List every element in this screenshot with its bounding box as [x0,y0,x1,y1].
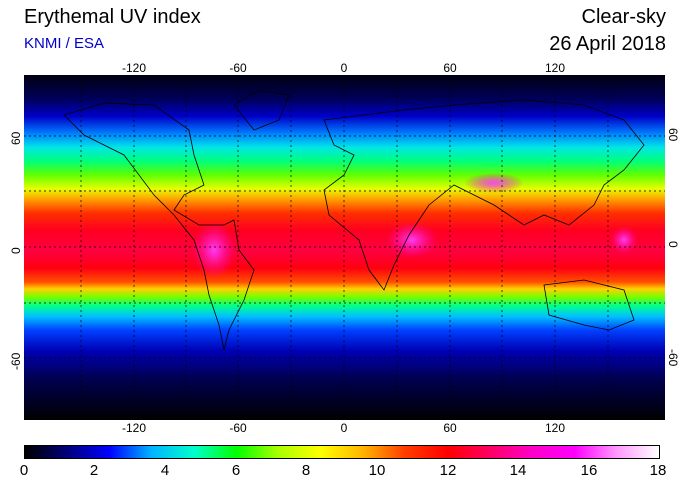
colorbar-tick: 0 [19,462,29,479]
lon-tick-top: -60 [229,61,247,75]
lat-tick-right: -60 [666,349,680,367]
lon-tick-top: 60 [443,61,457,75]
lon-tick-bottom: 120 [544,421,566,435]
lon-tick-top: 0 [340,61,348,75]
lon-tick-bottom: -120 [121,421,147,435]
map-date: 26 April 2018 [549,33,666,55]
lon-tick-top: 120 [544,61,566,75]
lon-tick-bottom: 60 [443,421,457,435]
lat-tick-right: 60 [666,128,680,142]
lon-tick-bottom: 0 [340,421,348,435]
colorbar-tick: 4 [160,462,170,479]
lat-tick-left: 60 [9,131,23,145]
uv-map-svg [24,75,665,420]
lon-tick-bottom: -60 [229,421,247,435]
colorbar-tick: 8 [301,462,311,479]
map-subtitle: KNMI / ESA [24,35,105,52]
colorbar-tick: 10 [368,462,386,479]
colorbar-tick: 16 [580,462,598,479]
lat-tick-left: 0 [9,247,23,254]
map-title: Erythemal UV index [24,6,201,28]
lat-tick-left: -60 [9,352,23,370]
uv-colorbar [24,445,660,459]
colorbar-tick: 6 [231,462,241,479]
lat-tick-right: 0 [666,241,680,248]
colorbar-tick: 12 [439,462,457,479]
uv-index-map [24,75,665,420]
colorbar-tick: 18 [649,462,667,479]
lon-tick-top: -120 [121,61,147,75]
sky-condition-label: Clear-sky [581,6,666,28]
colorbar-tick: 14 [509,462,527,479]
colorbar-tick: 2 [89,462,99,479]
